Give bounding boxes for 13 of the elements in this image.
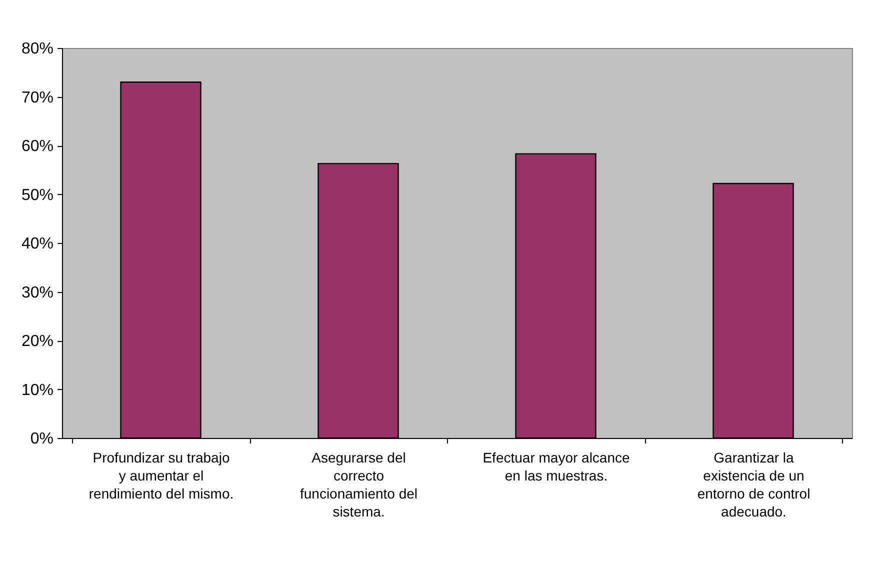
y-tick-label: 10%: [21, 382, 54, 399]
x-tick-label: Garantizar la existencia de un entorno de control adecuado.: [697, 450, 810, 520]
y-tick-label: 40%: [21, 236, 54, 252]
x-tick-label: Profundizar su trabajo y aumentar el rendimiento del mismo.: [88, 450, 234, 502]
y-tick-label: 30%: [21, 284, 54, 302]
y-tick-label: 20%: [21, 333, 54, 350]
y-tick-label: 50%: [21, 186, 54, 204]
y-tick-label: 0%: [30, 430, 54, 448]
y-tick-label: 60%: [21, 138, 54, 155]
y-tick-label: 80%: [21, 40, 54, 58]
x-tick-label: Asegurarse del correcto funcionamiento del sistema.: [300, 450, 418, 520]
y-tick-label: 70%: [21, 89, 54, 106]
x-tick-label: Efectuar mayor alcance en las muestras.: [482, 450, 630, 484]
